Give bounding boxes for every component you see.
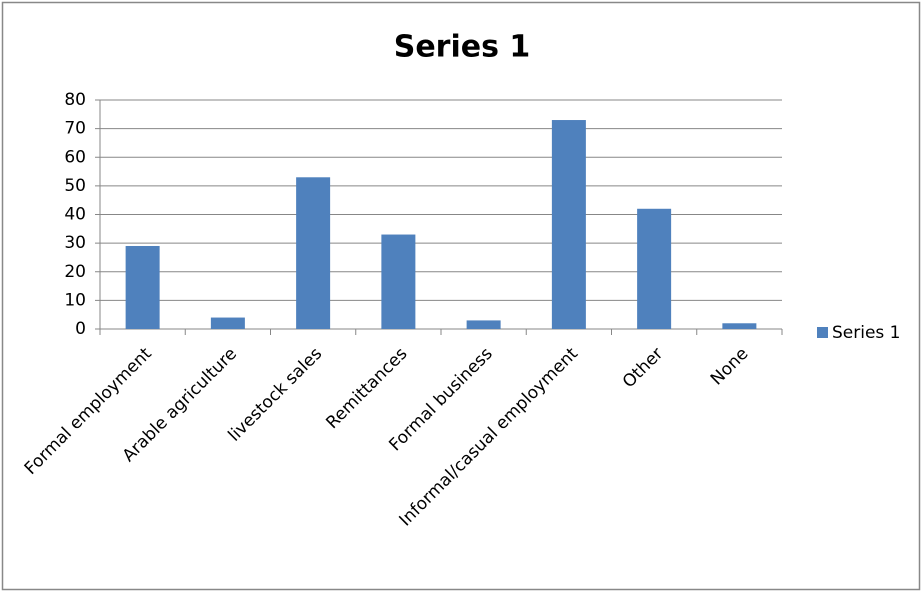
y-tick-label: 30 [64,233,86,253]
y-tick-label: 80 [64,90,86,110]
bar [125,245,160,329]
bar [722,323,757,329]
chart-title: Series 1 [394,30,531,65]
y-tick-label: 70 [64,119,86,139]
bar [296,177,331,329]
y-tick-label: 0 [75,319,86,339]
bar [637,208,672,329]
y-tick-label: 20 [64,262,86,282]
bar [551,120,586,329]
y-tick-label: 60 [64,147,86,167]
bar [381,234,416,329]
bar [466,320,501,329]
y-tick-label: 50 [64,176,86,196]
legend-swatch [817,327,828,338]
y-tick-label: 10 [64,290,86,310]
bar [210,317,245,329]
legend-label: Series 1 [832,323,901,343]
y-tick-label: 40 [64,205,86,225]
